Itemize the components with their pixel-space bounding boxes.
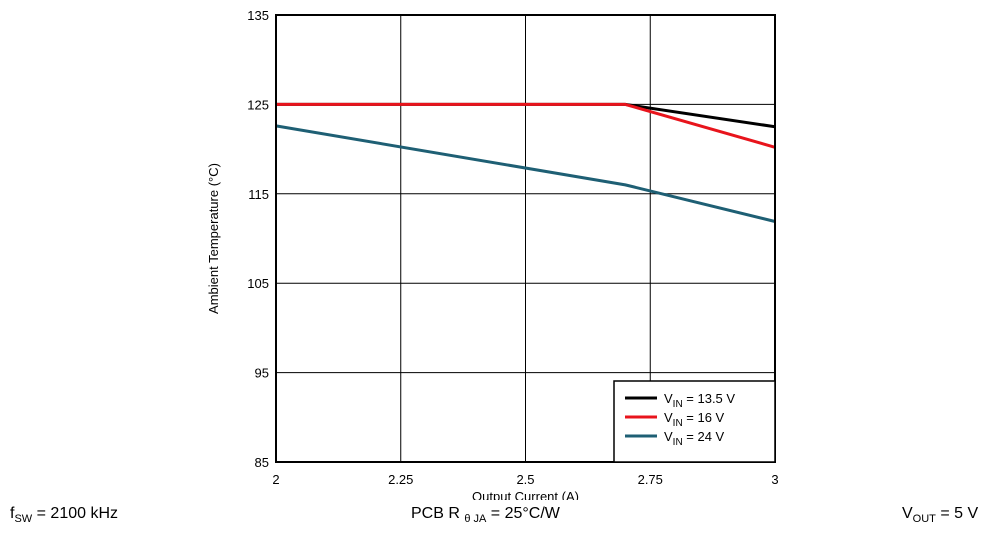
- y-axis-label: Ambient Temperature (°C): [206, 163, 221, 314]
- pcb-thermal-resistance-note: PCB R θ JA = 25°C/W: [411, 505, 560, 526]
- legend-box: [613, 380, 776, 463]
- y-tick-label: 115: [248, 187, 269, 202]
- x-tick-label: 2.25: [388, 472, 413, 487]
- x-tick-label: 2: [272, 472, 279, 487]
- plot-frame: [275, 14, 776, 463]
- switching-frequency-note: fSW = 2100 kHz: [10, 505, 119, 526]
- y-tick-label: 95: [255, 366, 269, 381]
- x-tick-label: 2.75: [638, 472, 663, 487]
- legend-label: VIN = 16 V: [664, 410, 725, 429]
- series-line: [275, 124, 776, 223]
- y-tick-label: 105: [247, 276, 269, 291]
- legend-label: VIN = 24 V: [664, 429, 725, 448]
- legend-label: VIN = 13.5 V: [664, 391, 735, 410]
- x-tick-label: 3: [771, 472, 778, 487]
- x-tick-label: 2.5: [516, 472, 534, 487]
- y-tick-label: 135: [247, 8, 269, 23]
- series-line: [276, 102, 776, 149]
- x-tick-labels: 2 2.25 2.5 2.75 3: [272, 472, 778, 487]
- y-tick-labels: 85 95 105 115 125 135: [247, 8, 269, 470]
- chart: 2 2.25 2.5 2.75 3 85 95 105 115 125 135 Output Cu…: [206, 8, 779, 500]
- output-voltage-note: VOUT = 5 V: [902, 505, 979, 526]
- x-axis-label: Output Current (A): [472, 489, 579, 500]
- y-tick-label: 125: [247, 97, 269, 112]
- y-tick-label: 85: [255, 455, 269, 470]
- series-lines: [275, 102, 776, 223]
